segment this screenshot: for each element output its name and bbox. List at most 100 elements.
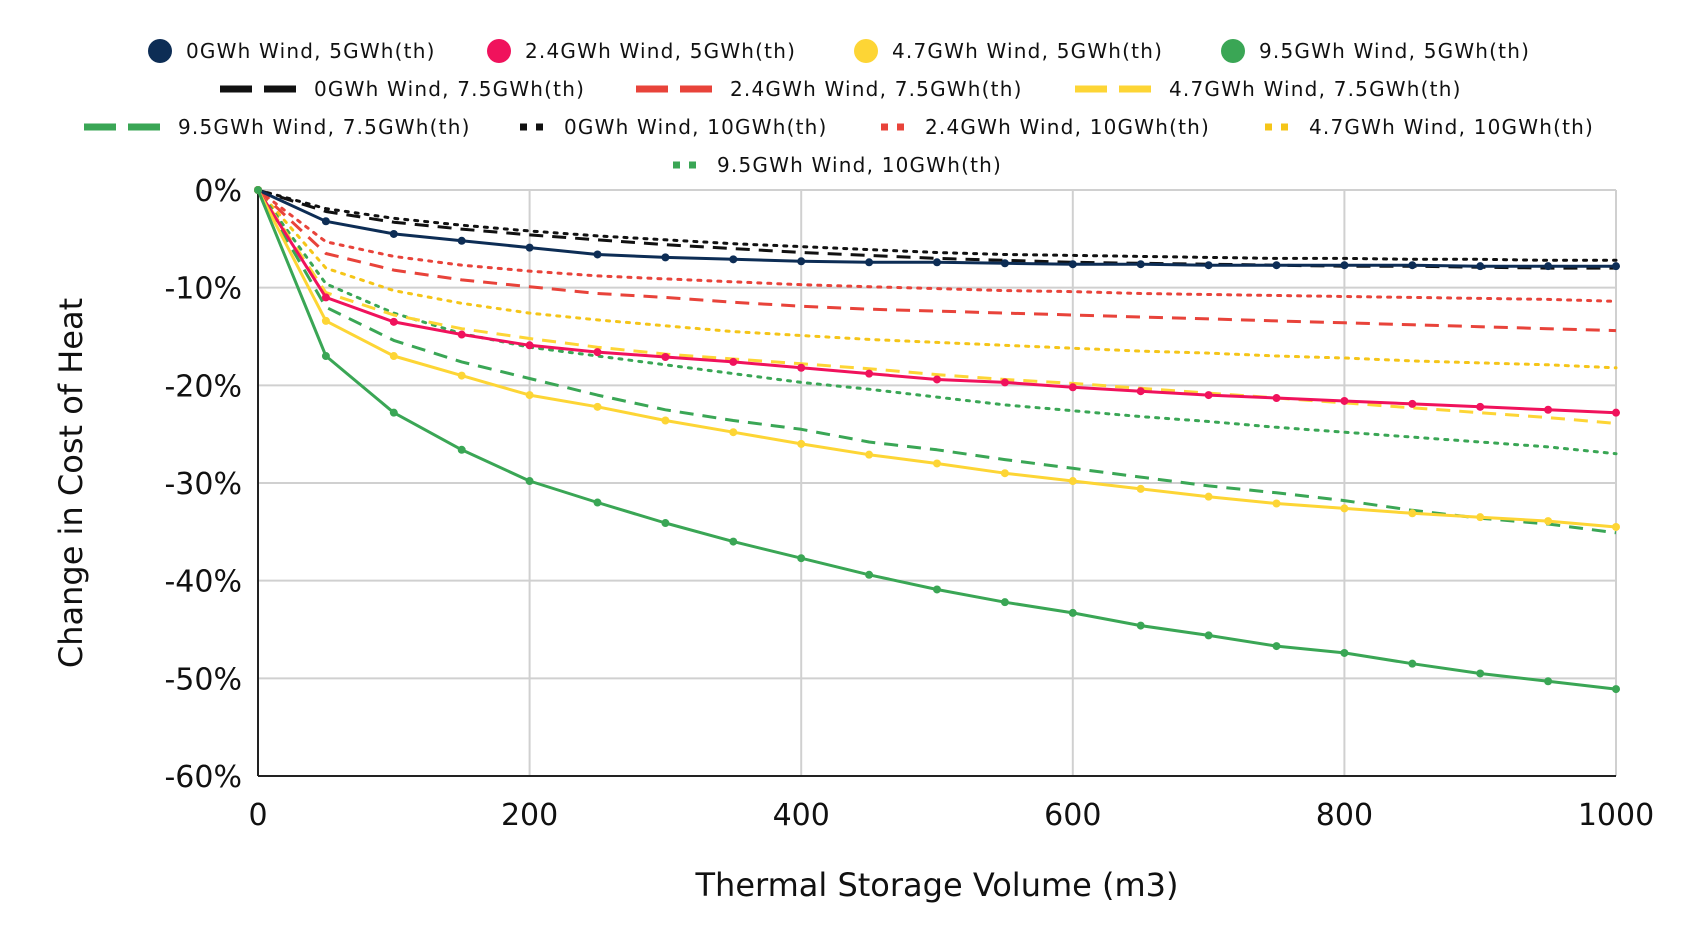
legend-item-8: 9.5GWh Wind, 7.5GWh(th)	[84, 115, 471, 139]
data-point	[1544, 262, 1553, 271]
data-point	[457, 236, 466, 245]
legend-label: 9.5GWh Wind, 7.5GWh(th)	[178, 115, 471, 139]
x-tick-label: 200	[501, 798, 558, 833]
data-point	[729, 357, 738, 366]
data-point	[1612, 522, 1620, 531]
legend-item-9: 0GWh Wind, 10GWh(th)	[520, 115, 828, 139]
data-point	[1136, 484, 1145, 493]
data-point	[1000, 378, 1009, 387]
y-tick-label: -30%	[164, 467, 242, 502]
x-axis-title: Thermal Storage Volume (m3)	[694, 866, 1178, 904]
legend-label: 9.5GWh Wind, 10GWh(th)	[717, 153, 1002, 177]
data-point	[1000, 598, 1009, 607]
data-point	[1204, 631, 1213, 640]
data-point	[389, 229, 398, 238]
series-line-11	[256, 188, 1618, 370]
data-point	[1068, 477, 1077, 486]
data-point	[1476, 402, 1485, 411]
tick-labels: 0% -10% -20% -30% -40% -50% -60%0 200 400 600 800 1…	[164, 174, 1654, 833]
legend-item-5: 0GWh Wind, 7.5GWh(th)	[220, 77, 585, 101]
legend-label: 0GWh Wind, 10GWh(th)	[564, 115, 828, 139]
legend-item-3: 4.7GWh Wind, 5GWh(th)	[854, 39, 1162, 63]
data-point	[1000, 469, 1009, 478]
legend-item-1: 0GWh Wind, 5GWh(th)	[148, 39, 436, 63]
data-point	[457, 445, 466, 454]
data-point	[933, 585, 941, 594]
y-tick-label: -20%	[164, 369, 242, 404]
data-point	[1544, 517, 1553, 526]
data-point	[933, 459, 941, 468]
data-point	[593, 498, 602, 507]
data-point	[389, 352, 398, 361]
x-tick-label: 600	[1044, 798, 1101, 833]
data-point	[797, 439, 806, 448]
data-point	[1272, 261, 1281, 270]
data-point	[729, 428, 738, 437]
y-tick-label: -10%	[164, 272, 242, 307]
data-point	[1408, 399, 1417, 408]
data-point	[321, 352, 330, 361]
data-point	[1408, 509, 1417, 518]
data-point	[1340, 648, 1349, 657]
legend-item-10: 2.4GWh Wind, 10GWh(th)	[881, 115, 1210, 139]
data-point	[865, 258, 874, 267]
data-point	[1340, 396, 1349, 405]
data-point	[1272, 394, 1281, 403]
data-point	[593, 402, 602, 411]
data-point	[1612, 408, 1620, 417]
data-point	[254, 186, 262, 194]
series-line-6	[256, 188, 1617, 333]
data-point	[1136, 260, 1145, 269]
data-point	[933, 375, 941, 384]
data-point	[1612, 685, 1620, 694]
data-point	[525, 341, 534, 350]
legend-item-2: 2.4GWh Wind, 5GWh(th)	[487, 39, 795, 63]
data-point	[661, 253, 670, 262]
data-point	[525, 243, 534, 252]
data-point	[1204, 492, 1213, 501]
data-point	[661, 416, 670, 425]
data-point	[865, 570, 874, 579]
data-point	[1476, 669, 1485, 678]
data-point	[1272, 499, 1281, 508]
series-line-9	[256, 188, 1618, 262]
y-tick-label: 0%	[194, 174, 242, 209]
data-point	[1340, 504, 1349, 513]
y-tick-label: -50%	[164, 662, 242, 697]
legend-marker-circle	[487, 39, 511, 63]
data-point	[1544, 677, 1553, 686]
data-point	[321, 217, 330, 226]
data-point	[1068, 608, 1077, 617]
data-point	[593, 250, 602, 259]
legend-label: 2.4GWh Wind, 10GWh(th)	[925, 115, 1210, 139]
data-point	[797, 554, 806, 563]
y-axis-title: Change in Cost of Heat	[52, 298, 90, 668]
data-point	[593, 348, 602, 357]
series-line-5	[257, 188, 1616, 270]
data-point	[865, 369, 874, 378]
series-lines	[254, 186, 1620, 694]
data-point	[1136, 387, 1145, 396]
data-point	[1136, 621, 1145, 630]
legend-label: 0GWh Wind, 5GWh(th)	[186, 39, 436, 63]
legend-label: 0GWh Wind, 7.5GWh(th)	[314, 77, 585, 101]
x-tick-label: 0	[248, 798, 267, 833]
x-tick-label: 800	[1316, 798, 1373, 833]
data-point	[1000, 259, 1009, 268]
data-point	[457, 371, 466, 380]
y-tick-label: -60%	[164, 760, 242, 795]
legend-item-12: 9.5GWh Wind, 10GWh(th)	[673, 153, 1002, 177]
gridlines	[258, 189, 1617, 776]
legend-marker-circle	[148, 39, 172, 63]
legend-marker-circle	[854, 39, 878, 63]
legend-marker-circle	[1221, 39, 1245, 63]
legend-label: 4.7GWh Wind, 7.5GWh(th)	[1169, 77, 1462, 101]
data-point	[661, 353, 670, 362]
data-point	[1612, 262, 1620, 271]
data-point	[389, 317, 398, 326]
series-line-8	[256, 189, 1617, 535]
data-point	[1068, 383, 1077, 392]
data-point	[457, 330, 466, 339]
